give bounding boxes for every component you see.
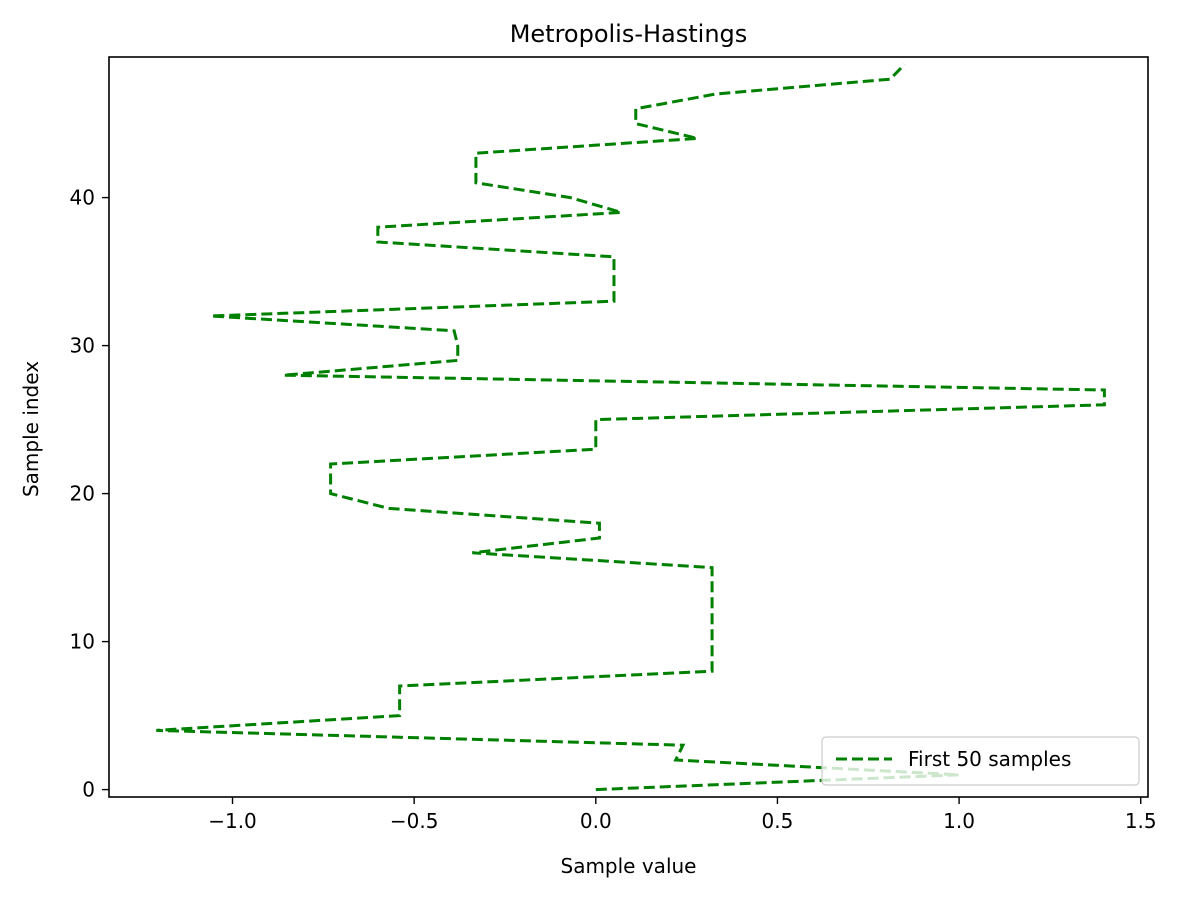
y-tick-label: 20 — [70, 482, 95, 506]
x-tick-label: 1.0 — [943, 809, 975, 833]
y-tick-label: 0 — [82, 778, 95, 802]
x-tick-label: 0.0 — [580, 809, 612, 833]
y-axis: 0 10 20 30 40 — [70, 186, 109, 802]
legend: First 50 samples — [821, 736, 1140, 786]
y-axis-title: Sample index — [19, 361, 43, 497]
x-axis-title: Sample value — [561, 854, 697, 878]
chart-title: Metropolis-Hastings — [510, 20, 748, 48]
legend-box — [821, 736, 1140, 786]
y-tick-label: 30 — [70, 334, 95, 358]
plot-area — [156, 63, 1106, 792]
legend-label: First 50 samples — [908, 747, 1071, 771]
x-tick-label: 0.5 — [762, 809, 794, 833]
y-tick-label: 40 — [70, 186, 95, 210]
x-tick-label: −1.0 — [208, 809, 257, 833]
x-tick-label: −0.5 — [390, 809, 439, 833]
series-line-0 — [156, 63, 1106, 792]
x-axis: −1.0 −0.5 0.0 0.5 1.0 1.5 — [208, 797, 1157, 833]
y-tick-label: 10 — [70, 630, 95, 654]
x-tick-label: 1.5 — [1125, 809, 1157, 833]
axes-frame — [108, 56, 1149, 798]
